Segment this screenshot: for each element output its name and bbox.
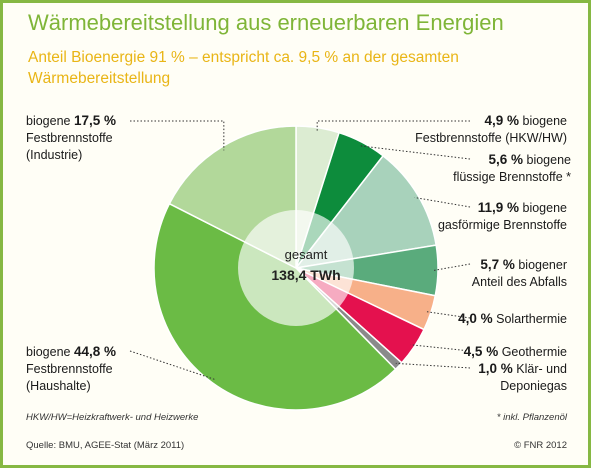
label-festbrennstoffe-haushalte: biogene 44,8 % Festbrennstoffe (Haushalt… — [26, 343, 116, 395]
label-line: flüssige Brennstoffe * — [453, 170, 571, 184]
label-gasfoermige-brennstoffe: 11,9 % biogene gasförmige Brennstoffe — [438, 199, 567, 234]
center-total-value: 138,4 TWh — [271, 267, 341, 283]
label-percent: 44,8 % — [73, 344, 117, 359]
label-percent: 5,6 % — [488, 152, 524, 167]
label-percent: 4,9 % — [484, 113, 520, 128]
label-line: Festbrennstoffe (HKW/HW) — [415, 131, 567, 145]
pie-center-disc — [238, 210, 354, 326]
label-fluessige-brennstoffe: 5,6 % biogene flüssige Brennstoffe * — [453, 151, 571, 186]
leader-line — [360, 145, 471, 160]
label-suffix: biogene — [522, 114, 568, 128]
label-festbrennstoffe-industrie: biogene 17,5 % Festbrennstoffe (Industri… — [26, 112, 116, 164]
chart-title: Wärmebereitstellung aus erneuerbaren Ene… — [28, 10, 504, 35]
leader-line — [395, 362, 471, 369]
label-line: (Haushalte) — [26, 379, 91, 393]
footnote-star: * inkl. Pflanzenöl — [496, 412, 567, 423]
footnote-abbreviation: HKW/HW=Heizkraftwerk- und Heizwerke — [26, 412, 199, 423]
center-label-text: gesamt — [284, 247, 328, 262]
label-line: (Industrie) — [26, 148, 83, 162]
source-note: Quelle: BMU, AGEE-Stat (März 2011) — [26, 440, 185, 451]
leader-line — [129, 350, 215, 380]
label-suffix: Klär- und — [516, 362, 567, 376]
label-festbrennstoffe-hkw: 4,9 % biogene Festbrennstoffe (HKW/HW) — [415, 112, 567, 147]
label-percent: 5,7 % — [480, 257, 515, 272]
copyright: © FNR 2012 — [514, 440, 567, 451]
label-klaer-deponiegas: 1,0 % Klär- und Deponiegas — [478, 360, 567, 395]
label-prefix: biogene — [26, 114, 71, 128]
label-geothermie: 4,5 % Geothermie — [464, 343, 567, 361]
label-suffix: biogene — [526, 153, 572, 167]
chart-subtitle: Anteil Bioenergie 91 % – entspricht ca. … — [28, 49, 459, 87]
leader-line — [433, 263, 471, 271]
leader-line — [414, 197, 471, 208]
label-solarthermie: 4,0 % Solarthermie — [458, 310, 567, 328]
label-percent: 4,0 % — [458, 311, 493, 326]
label-suffix: biogener — [518, 258, 567, 272]
label-line: Anteil des Abfalls — [471, 275, 567, 289]
label-suffix: Geothermie — [501, 345, 567, 359]
label-suffix: Solarthermie — [496, 312, 567, 326]
label-percent: 17,5 % — [73, 113, 117, 128]
label-line: gasförmige Brennstoffe — [437, 218, 567, 232]
label-prefix: biogene — [26, 345, 71, 359]
label-percent: 1,0 % — [478, 361, 513, 376]
label-line: Festbrennstoffe — [26, 362, 113, 376]
leader-line — [130, 120, 225, 151]
label-line: Festbrennstoffe — [26, 131, 113, 145]
leader-line — [410, 344, 471, 352]
label-percent: 4,5 % — [463, 344, 499, 359]
label-line: Deponiegas — [500, 379, 567, 393]
leader-line — [426, 311, 471, 319]
label-suffix: biogene — [522, 201, 568, 215]
center-label: gesamt 138,4 TWh — [236, 245, 376, 285]
label-anteil-abfall: 5,7 % biogener Anteil des Abfalls — [472, 256, 567, 291]
label-percent: 11,9 % — [477, 200, 520, 215]
